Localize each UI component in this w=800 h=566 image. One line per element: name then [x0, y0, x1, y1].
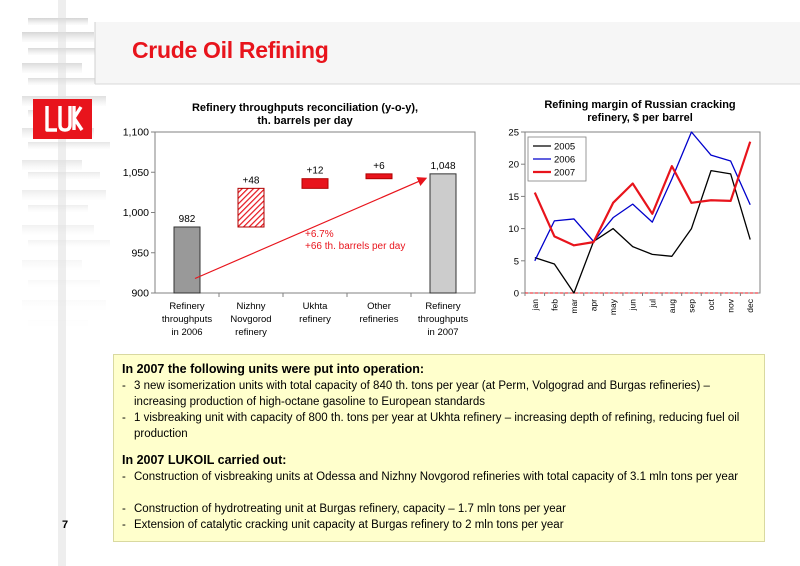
- margin-title-line: refinery, $ per barrel: [587, 112, 693, 124]
- category-label-line: in 2007: [427, 327, 459, 338]
- annotation-percent: +6.7%: [305, 229, 334, 240]
- y-tick-label: 950: [131, 247, 149, 259]
- category-label: Ukhta refinery: [280, 300, 350, 326]
- category-label-line: in 2006: [171, 327, 203, 338]
- lukoil-logo-icon: [33, 99, 92, 139]
- waterfall-chart-title: Refinery throughputs reconciliation (y-o…: [150, 102, 460, 128]
- annotation-barrels: +66 th. barrels per day: [305, 241, 406, 252]
- x-tick-label: mar: [569, 299, 579, 314]
- legend: 2005 2006 2007: [527, 136, 587, 182]
- margin-title-line: Refining margin of Russian cracking: [544, 99, 736, 111]
- bar: [173, 226, 201, 294]
- list-item: - Construction of visbreaking units at Od…: [122, 469, 762, 485]
- plot-area: [154, 131, 476, 294]
- y-tick-label: 5: [514, 256, 519, 267]
- waterfall-title-line: th. barrels per day: [257, 115, 353, 127]
- waterfall-title-line: Refinery throughputs reconciliation (y-o…: [191, 102, 419, 114]
- list-item-text: Extension of catalytic cracking unit cap…: [134, 519, 564, 531]
- list-item: -3 new isomerization units with total ca…: [122, 378, 762, 410]
- legend-label: 2006: [554, 155, 575, 166]
- x-tick-label: oct: [706, 298, 716, 310]
- margin-chart-title: Refining margin of Russian cracking refi…: [510, 99, 770, 125]
- list-item: - Construction of hydrotreating unit at B…: [122, 501, 762, 517]
- bar-value-label: +48: [243, 175, 260, 186]
- list-item-text: 1 visbreaking unit with capacity of 800 …: [134, 412, 740, 440]
- bar-value-label: +6: [373, 161, 385, 172]
- x-tick-label: dec: [745, 298, 755, 312]
- waterfall-annotation: +6.7% +66 th. barrels per day: [305, 229, 405, 253]
- y-tick-label: 900: [131, 288, 149, 300]
- category-label-line: throughputs: [161, 314, 213, 325]
- bar: [429, 173, 457, 294]
- header-band: [94, 22, 800, 85]
- x-tick-label: aug: [667, 299, 677, 313]
- summary-textbox: In 2007 the following units were put int…: [113, 354, 765, 542]
- category-label-line: refinery: [299, 314, 331, 325]
- bullet-dash: -: [122, 471, 126, 483]
- category-label-line: Novgorod: [230, 314, 272, 325]
- textbox-heading-units: In 2007 the following units were put int…: [122, 362, 425, 376]
- category-label: Other refineries: [344, 300, 414, 326]
- y-tick-label: 25: [508, 128, 519, 139]
- list-item-text: Construction of hydrotreating unit at Bu…: [134, 503, 566, 515]
- x-tick-label: sep: [686, 299, 696, 313]
- category-label: Nizhny Novgorod refinery: [216, 300, 286, 339]
- textbox-heading-carried-out: In 2007 LUKOIL carried out:: [122, 453, 287, 467]
- category-label-line: Other: [367, 301, 391, 312]
- bar-value-label: 982: [179, 214, 196, 225]
- category-label-line: throughputs: [417, 314, 469, 325]
- category-label-line: refinery: [235, 327, 267, 338]
- bar-value-label: +12: [307, 166, 324, 177]
- x-tick-label: jul: [647, 299, 657, 309]
- legend-label: 2005: [554, 142, 575, 153]
- slide-title: Crude Oil Refining: [132, 37, 329, 63]
- legend-label: 2007: [554, 168, 575, 179]
- series-line-2007: [533, 141, 752, 247]
- x-tick-label: apr: [589, 299, 599, 311]
- waterfall-chart: 900 950 1,000 1,050 1,100 982 +48 +12 +6 1,048: [123, 127, 476, 300]
- category-label-line: Ukhta: [302, 301, 328, 312]
- bar-value-label: 1,048: [430, 161, 455, 172]
- y-tick-label: 15: [508, 192, 519, 203]
- x-tick-label: jan: [530, 299, 540, 312]
- bullet-dash: -: [122, 412, 126, 424]
- bullet-dash: -: [122, 503, 126, 515]
- category-label: Refinery throughputs in 2006: [152, 300, 222, 339]
- page-number: 7: [62, 519, 69, 531]
- series-line-2006: [534, 131, 751, 262]
- y-tick-label: 10: [508, 224, 519, 235]
- y-tick-label: 0: [514, 289, 519, 300]
- x-tick-label: jun: [628, 299, 638, 312]
- list-item: -1 visbreaking unit with capacity of 800…: [122, 410, 762, 442]
- bullet-dash: -: [122, 380, 126, 392]
- category-label-line: refineries: [359, 314, 399, 325]
- bullet-dash: -: [122, 519, 126, 531]
- margin-line-chart: 0 5 10 15 20 25 jan feb mar apr may jun jul aug sep oct…: [508, 128, 761, 315]
- category-label-line: Refinery: [169, 301, 205, 312]
- bar: [301, 178, 329, 189]
- list-item-text: Construction of visbreaking units at Ode…: [134, 471, 739, 483]
- growth-arrow: [194, 177, 428, 280]
- y-tick-label: 1,000: [123, 207, 149, 219]
- list-item: - Extension of catalytic cracking unit ca…: [122, 517, 762, 533]
- category-label-line: Nizhny: [236, 301, 266, 312]
- bar: [237, 187, 265, 228]
- bar: [365, 173, 393, 180]
- x-tick-label: may: [608, 298, 618, 315]
- category-label-line: Refinery: [425, 301, 461, 312]
- x-tick-label: nov: [726, 298, 736, 312]
- series-line-2005: [534, 169, 751, 294]
- y-tick-label: 1,050: [123, 167, 149, 179]
- y-tick-label: 1,100: [123, 127, 149, 139]
- y-tick-label: 20: [508, 160, 519, 171]
- list-item-text: 3 new isomerization units with total cap…: [134, 380, 710, 408]
- category-label: Refinery throughputs in 2007: [408, 300, 478, 339]
- x-tick-label: feb: [549, 299, 559, 311]
